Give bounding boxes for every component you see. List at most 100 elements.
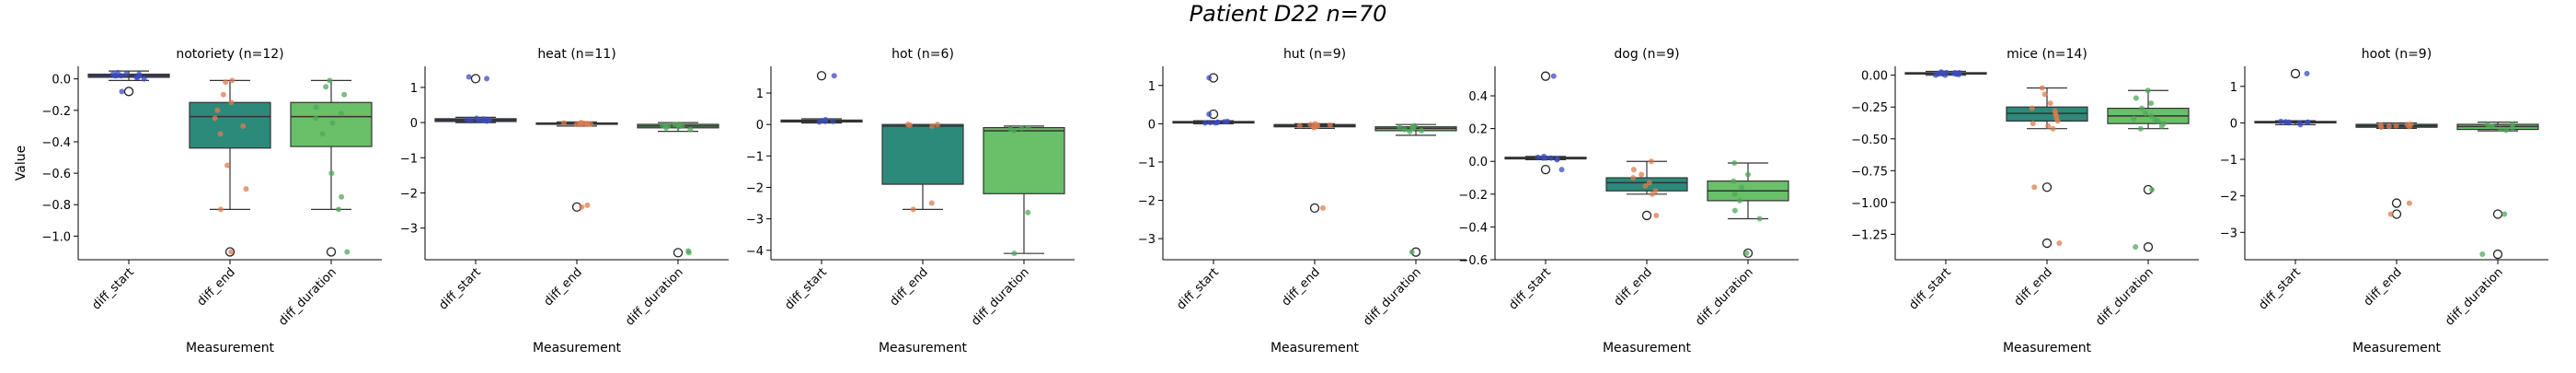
y-tick-label: −3	[2220, 227, 2237, 240]
data-point	[2479, 251, 2486, 258]
data-point	[1207, 120, 1213, 126]
y-tick-label: −2	[400, 187, 418, 201]
y-tick-label: −0.50	[1851, 134, 1888, 147]
data-point	[2039, 85, 2045, 91]
data-point	[2286, 119, 2293, 125]
data-point	[2278, 118, 2284, 124]
data-point	[1731, 160, 1738, 166]
data-point	[1547, 155, 1554, 161]
box-flier	[1540, 71, 1551, 81]
data-point	[2031, 184, 2038, 191]
data-point	[217, 206, 224, 213]
y-tick-label: −0.6	[41, 168, 71, 181]
data-point	[1630, 175, 1637, 181]
data-point	[2143, 111, 2149, 117]
data-point	[229, 77, 236, 84]
data-point	[831, 73, 837, 79]
data-point	[2152, 117, 2158, 123]
data-point	[486, 117, 492, 123]
y-tick-label: −1	[400, 152, 418, 166]
data-point	[214, 107, 221, 113]
y-tick-label: −2	[1138, 195, 1156, 209]
data-point	[1296, 122, 1303, 129]
x-tick-label: diff_start	[782, 265, 829, 312]
x-axis-label: Measurement	[879, 341, 968, 356]
y-tick-label: −0.4	[1458, 221, 1488, 235]
box-body	[881, 123, 964, 185]
data-point	[119, 88, 125, 95]
data-point	[336, 206, 342, 213]
data-point	[2054, 118, 2061, 124]
y-tick-label: −4	[746, 245, 764, 259]
data-point	[1025, 209, 1031, 216]
data-point	[109, 71, 116, 77]
data-point	[2047, 100, 2053, 107]
data-point	[584, 121, 591, 127]
data-point	[2510, 125, 2516, 132]
data-point	[2484, 122, 2490, 128]
data-point	[1206, 111, 1213, 117]
data-point	[1401, 126, 1408, 133]
data-point	[319, 131, 326, 137]
data-point	[338, 111, 344, 117]
data-point	[1943, 69, 1949, 76]
data-point	[2158, 122, 2165, 129]
data-point	[2304, 70, 2310, 76]
data-point	[329, 120, 336, 126]
box-body	[189, 101, 271, 149]
data-point	[928, 200, 935, 206]
data-point	[228, 249, 235, 255]
panel-title: hut (n=9)	[1283, 47, 1346, 62]
y-tick-label: −1	[746, 150, 764, 164]
data-point	[1745, 171, 1752, 178]
data-point	[1018, 125, 1025, 132]
data-point	[1543, 155, 1549, 161]
data-point	[1397, 124, 1403, 131]
box-flier	[2391, 209, 2402, 219]
data-point	[1025, 124, 1031, 131]
data-point	[1202, 120, 1208, 126]
data-point	[1933, 72, 1939, 78]
y-tick-label: 1	[756, 87, 764, 101]
y-tick-label: −1	[2220, 154, 2237, 168]
data-point	[560, 120, 567, 126]
data-point	[584, 202, 591, 208]
data-point	[1953, 71, 1960, 77]
y-tick-label: −1.25	[1851, 228, 1888, 242]
data-point	[2386, 123, 2392, 130]
y-tick-label: −3	[1138, 233, 1156, 247]
panel-title: hot (n=6)	[891, 47, 954, 62]
x-axis-label: Measurement	[1271, 341, 1360, 356]
data-point	[2510, 122, 2516, 127]
x-tick-label: diff_start	[1906, 265, 1953, 312]
x-axis-label: Measurement	[186, 341, 275, 356]
x-tick-label: diff_duration	[1693, 265, 1756, 329]
data-point	[243, 186, 249, 192]
data-point	[1756, 216, 1763, 222]
data-point	[2029, 105, 2035, 111]
data-point	[1225, 118, 1231, 124]
y-tick-label: 0.4	[1468, 90, 1488, 104]
y-tick-label: −1.0	[41, 230, 71, 244]
panel-title: heat (n=11)	[537, 47, 615, 62]
data-point	[1011, 128, 1018, 134]
x-tick-label: diff_duration	[2443, 265, 2506, 329]
data-point	[935, 122, 941, 128]
data-point	[1743, 250, 1750, 256]
y-tick-label: 0	[1148, 118, 1156, 132]
x-tick-label: diff_end	[1612, 265, 1655, 309]
data-point	[1646, 180, 1652, 186]
data-point	[240, 122, 247, 129]
data-point	[1642, 182, 1649, 189]
data-point	[341, 91, 348, 98]
data-point	[1419, 127, 1425, 134]
data-point	[2497, 126, 2503, 133]
x-tick-label: diff_start	[2256, 265, 2303, 312]
x-tick-label: diff_duration	[276, 265, 339, 329]
data-point	[1731, 178, 1737, 184]
data-point	[1535, 154, 1541, 160]
y-tick-label: 0.0	[1468, 156, 1488, 169]
data-point	[2490, 123, 2496, 130]
data-point	[228, 99, 235, 106]
